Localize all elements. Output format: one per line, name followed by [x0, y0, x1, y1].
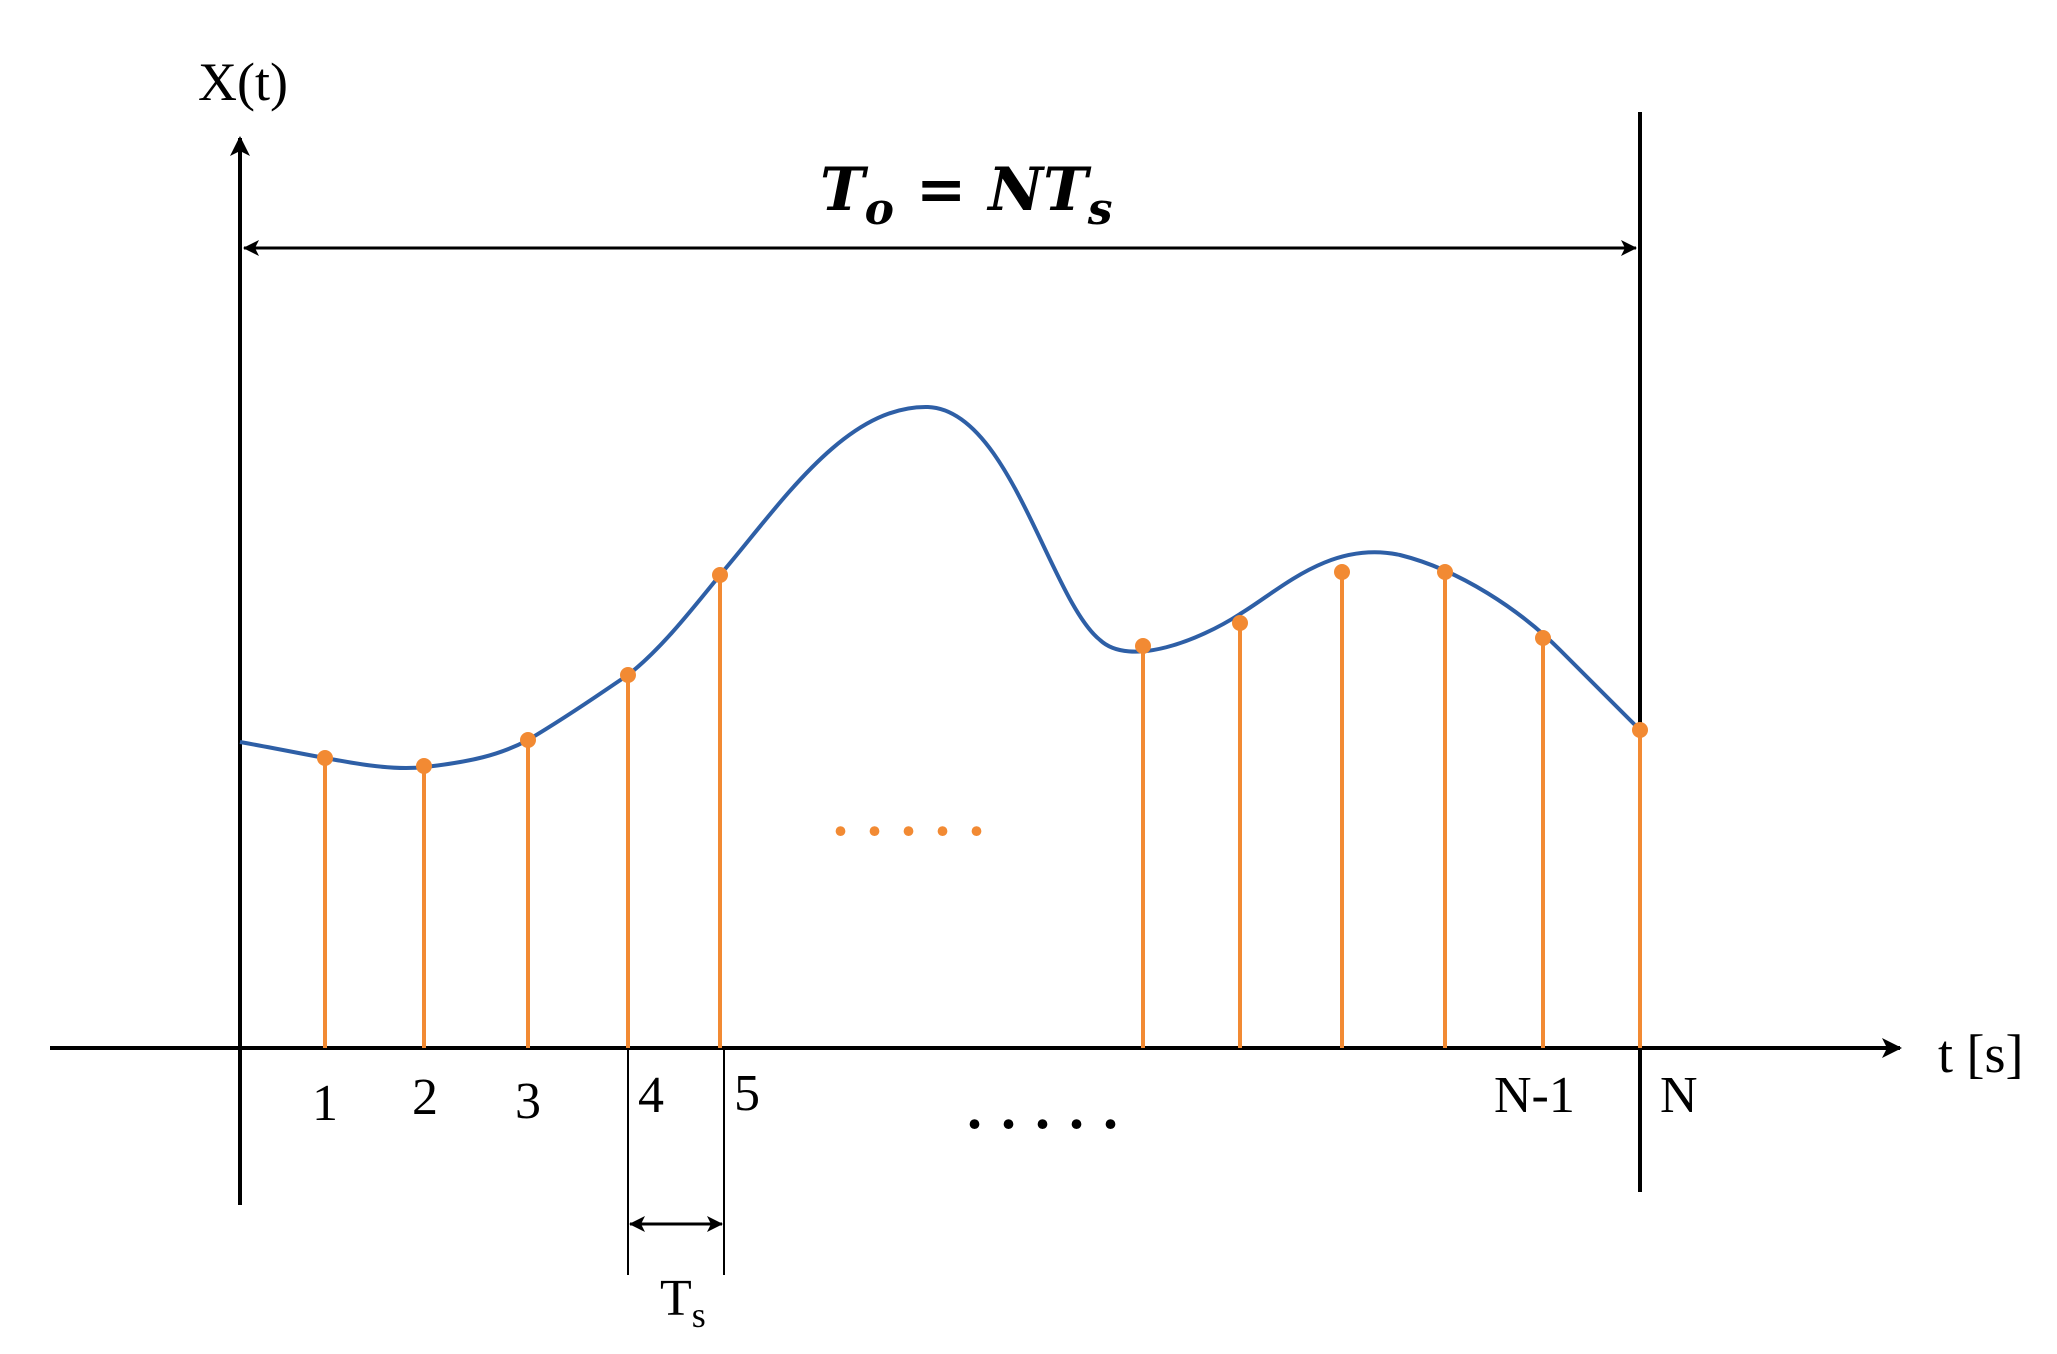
- sample-index-labels: 1 2 3 4 5 N-1 N: [312, 1065, 1698, 1132]
- sample-m3: [1334, 564, 1350, 1048]
- sample-5: [712, 567, 728, 1048]
- sample-m2: [1232, 615, 1248, 1048]
- sample-n: [1632, 722, 1648, 1048]
- period-rhs-symbol: NT: [986, 155, 1092, 225]
- sampling-interval-label: Ts: [660, 1270, 706, 1335]
- x-axis-label: t [s]: [1938, 1024, 2023, 1084]
- sample-dot: [317, 750, 333, 766]
- sample-3: [520, 732, 536, 1048]
- sample-label-1: 1: [312, 1075, 338, 1132]
- sample-1: [317, 750, 333, 1048]
- period-lhs-subscript: o: [865, 184, 894, 235]
- sample-label-5: 5: [734, 1065, 760, 1122]
- period-equals: =: [916, 155, 966, 225]
- sample-dot: [1437, 564, 1453, 580]
- period-lhs-symbol: T: [820, 155, 869, 225]
- sample-2: [416, 758, 432, 1048]
- sampling-interval-marker: [627, 1048, 725, 1275]
- ts-subscript: s: [692, 1295, 706, 1335]
- sample-label-n-1: N-1: [1494, 1067, 1575, 1124]
- signal-curve: [239, 404, 1642, 771]
- sample-dot: [1632, 722, 1648, 738]
- sample-dot: [1135, 638, 1151, 654]
- sample-dot: [712, 567, 728, 583]
- samples: [317, 564, 1648, 1048]
- sample-label-n: N: [1660, 1067, 1698, 1124]
- sample-ellipsis: . . . . .: [833, 782, 986, 848]
- sample-label-3: 3: [515, 1073, 541, 1130]
- period-rhs-subscript: s: [1087, 184, 1113, 235]
- period-equation: To = NTs: [820, 155, 1113, 235]
- y-axis-label: X(t): [198, 52, 288, 112]
- sample-n-1: [1535, 630, 1551, 1048]
- sample-dot: [416, 758, 432, 774]
- sample-dot: [1334, 564, 1350, 580]
- sample-label-2: 2: [412, 1069, 438, 1126]
- ts-symbol: T: [660, 1270, 692, 1327]
- sample-dot: [1232, 615, 1248, 631]
- sample-m1: [1135, 638, 1151, 1048]
- axes: [50, 112, 1902, 1205]
- sample-dot: [620, 667, 636, 683]
- sample-dot: [1535, 630, 1551, 646]
- sample-4: [620, 667, 636, 1048]
- sample-label-4: 4: [638, 1067, 664, 1124]
- axis-ellipsis: . . . . .: [967, 1075, 1120, 1141]
- sample-dot: [520, 732, 536, 748]
- sample-m4: [1437, 564, 1453, 1048]
